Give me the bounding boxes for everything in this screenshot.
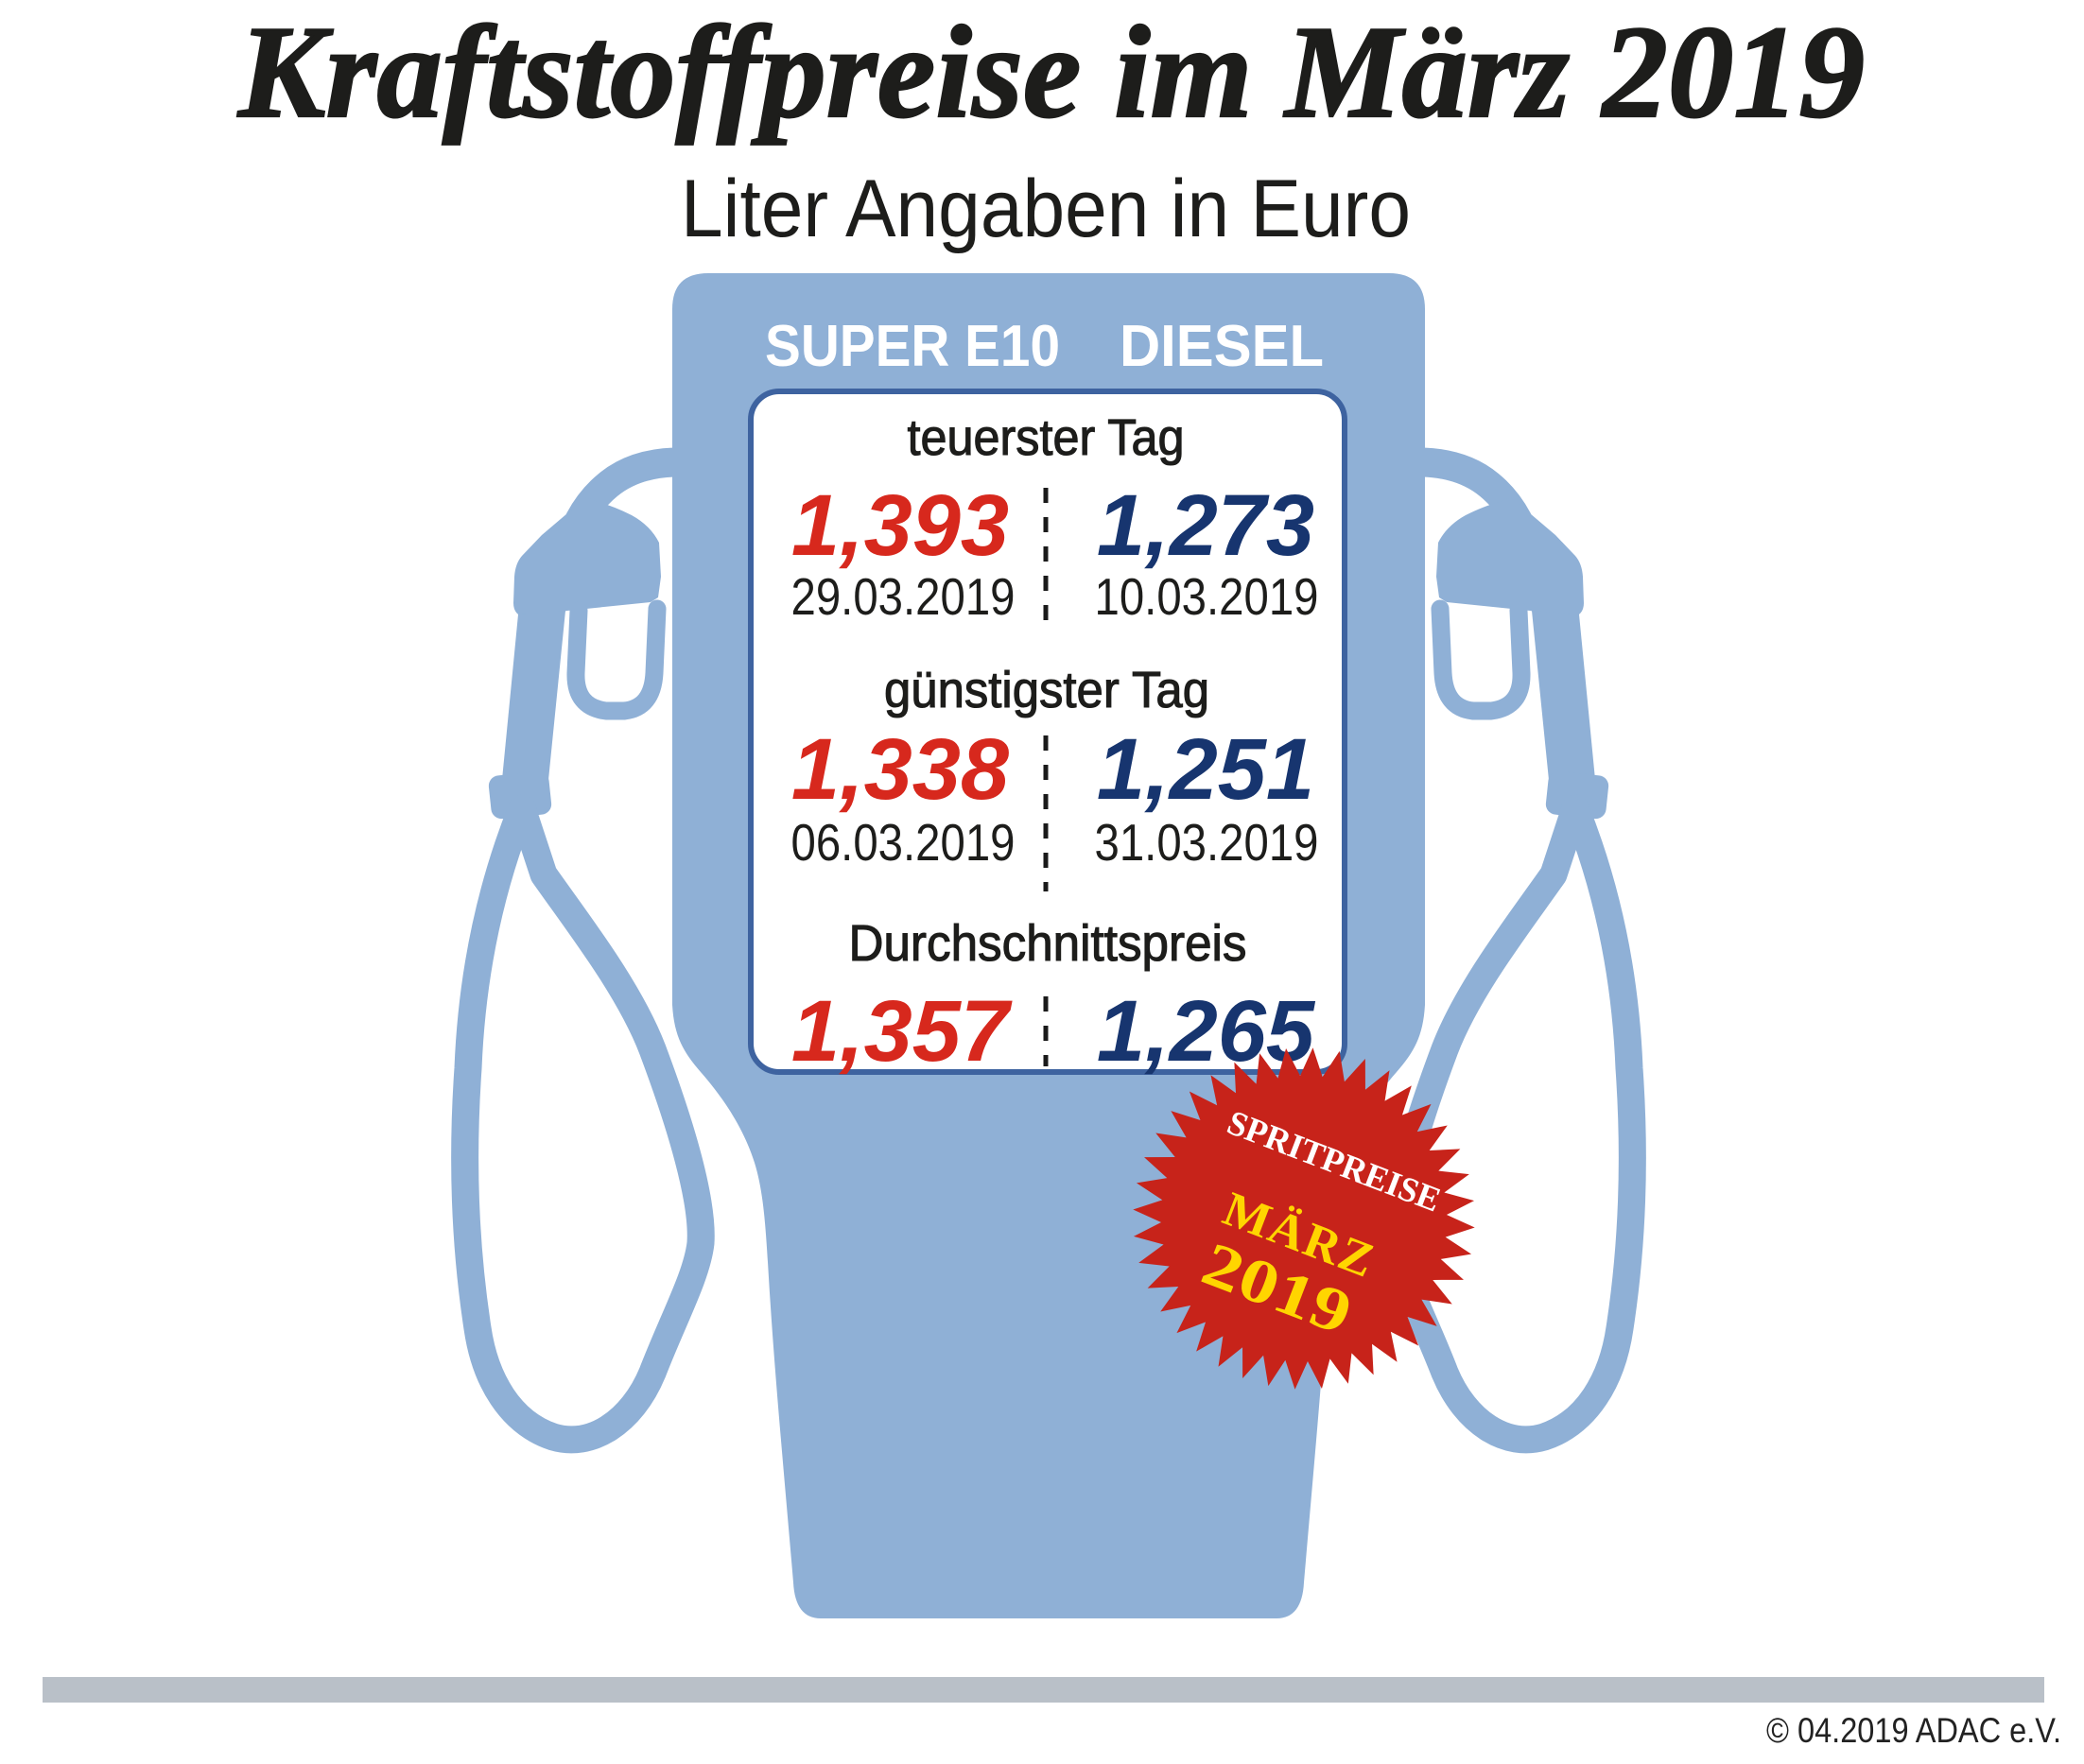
svg-text:Durchschnittspreis: Durchschnittspreis (849, 915, 1247, 972)
svg-text:29.03.2019: 29.03.2019 (791, 567, 1016, 626)
svg-text:1,357: 1,357 (791, 983, 1013, 1080)
svg-text:Kraftstoffpreise im März 2019: Kraftstoffpreise im März 2019 (236, 0, 1865, 146)
svg-text:1,265: 1,265 (1097, 983, 1316, 1080)
svg-text:günstigster Tag: günstigster Tag (884, 662, 1209, 718)
svg-text:1,338: 1,338 (791, 721, 1010, 818)
svg-text:1,273: 1,273 (1097, 477, 1314, 574)
svg-text:31.03.2019: 31.03.2019 (1095, 813, 1319, 872)
svg-text:1,393: 1,393 (791, 477, 1009, 574)
svg-text:1,251: 1,251 (1097, 721, 1314, 818)
svg-text:10.03.2019: 10.03.2019 (1095, 567, 1319, 626)
svg-text:Liter Angaben in Euro: Liter Angaben in Euro (681, 164, 1411, 254)
svg-text:DIESEL: DIESEL (1120, 314, 1324, 379)
svg-text:06.03.2019: 06.03.2019 (791, 813, 1016, 872)
svg-text:SUPER E10: SUPER E10 (765, 314, 1060, 379)
svg-text:teuerster Tag: teuerster Tag (908, 409, 1185, 466)
svg-text:© 04.2019 ADAC e.V.: © 04.2019 ADAC e.V. (1766, 1711, 2061, 1750)
